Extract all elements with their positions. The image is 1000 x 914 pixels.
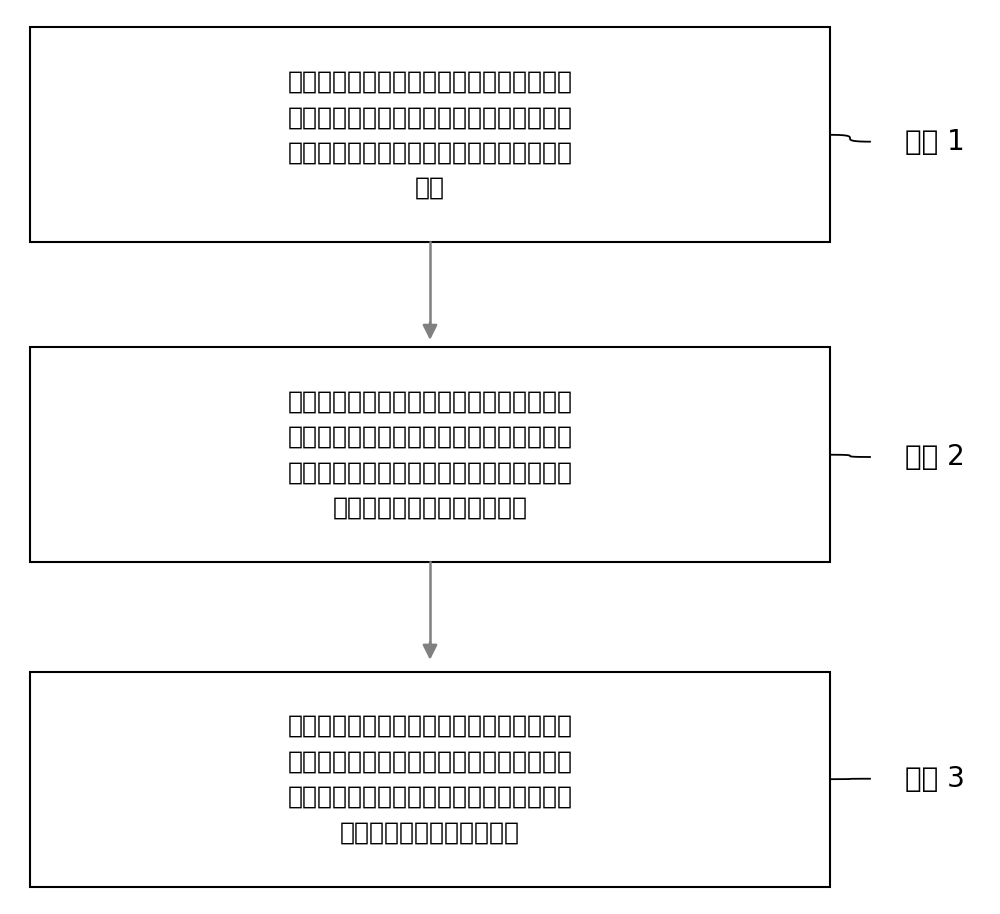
Text: 综合考虑通过建立影响因素关联矩阵进行模
糊互反判断得到的主观因素和通过客观赋权
法得到客观因素，确定子指标影响因素集合
中的各子指标影响因素的权重: 综合考虑通过建立影响因素关联矩阵进行模 糊互反判断得到的主观因素和通过客观赋权 …: [288, 389, 572, 520]
Text: 复合模糊物元经过权重的加权后得到可持续
性准则因素关联矩阵，基于灰色理论的关联
度，并得到可持续性综合评价指数，并选择
得到综合可持续性最优方案: 复合模糊物元经过权重的加权后得到可持续 性准则因素关联矩阵，基于灰色理论的关联 …: [288, 714, 572, 845]
Bar: [30, 347, 830, 562]
Text: 据待评价产品建立可持续性评价指标集合和
子指标影响因素集合，集合内数据通过模糊
物元法组成复合模糊物元并进行无量纲数值
处理: 据待评价产品建立可持续性评价指标集合和 子指标影响因素集合，集合内数据通过模糊 …: [288, 69, 572, 200]
Text: 步骤 1: 步骤 1: [905, 128, 965, 155]
Text: 步骤 2: 步骤 2: [905, 443, 965, 471]
Bar: [30, 672, 830, 887]
Text: 步骤 3: 步骤 3: [905, 765, 965, 792]
Bar: [30, 27, 830, 242]
